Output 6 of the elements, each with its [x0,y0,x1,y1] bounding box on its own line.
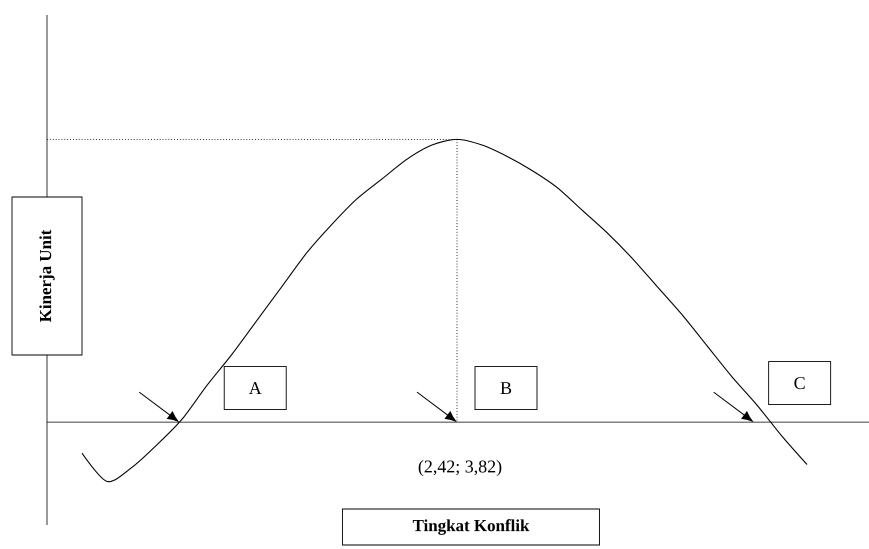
annotation: B [500,382,512,394]
annotation: (2,42; 3,82) [418,460,502,476]
annotation: A [248,382,262,394]
y-axis-title: Kinerja Unit [39,230,55,322]
x-axis-title: Tingkat Konflik [412,519,530,535]
annotation: C [794,377,805,390]
